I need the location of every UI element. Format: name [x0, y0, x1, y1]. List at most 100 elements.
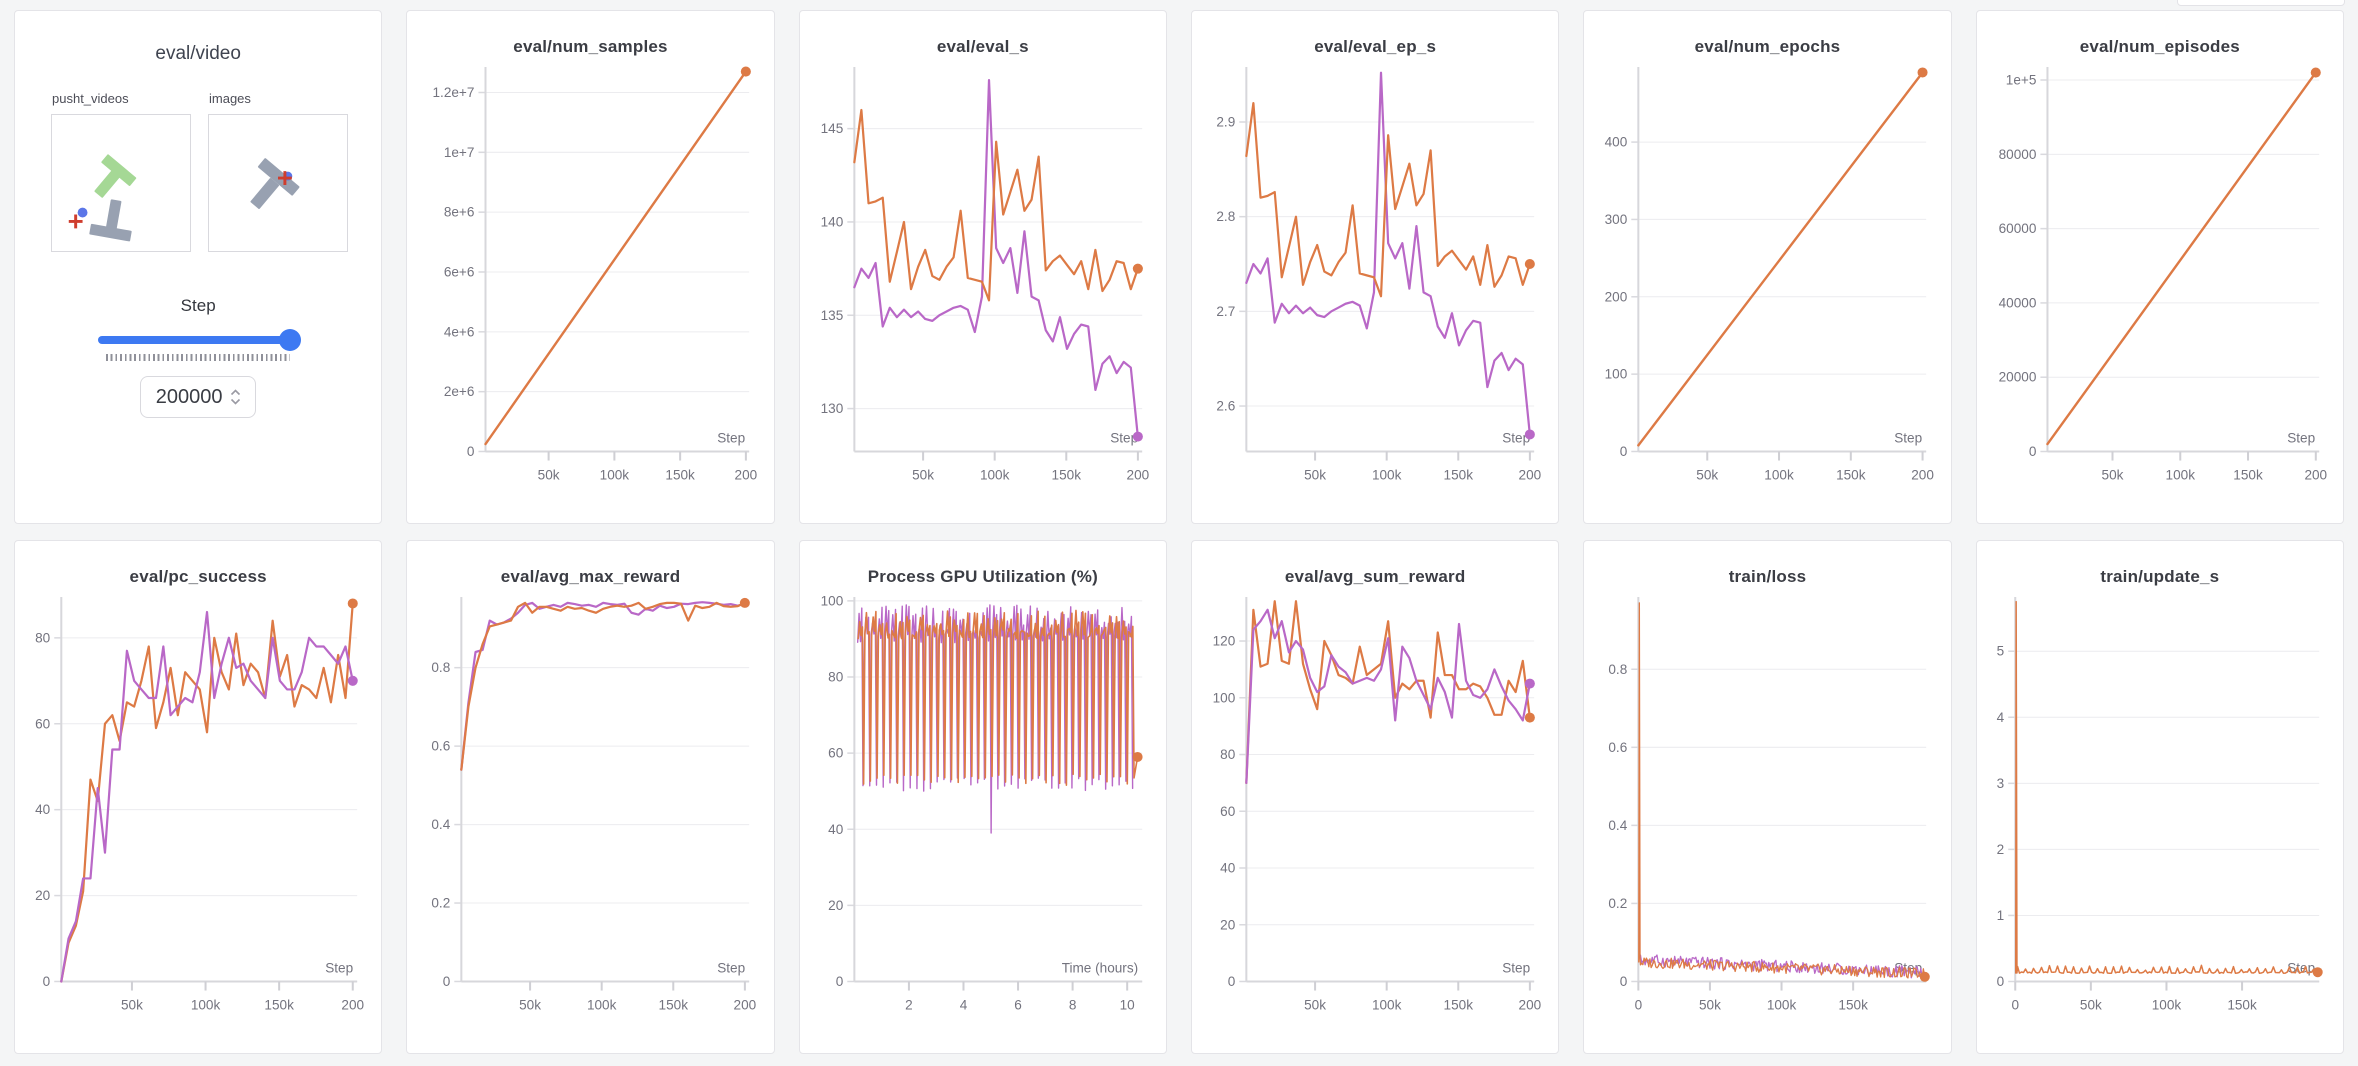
svg-text:2: 2 — [1996, 842, 2004, 857]
svg-text:150k: 150k — [1836, 468, 1866, 483]
svg-text:150k: 150k — [2233, 468, 2263, 483]
svg-text:100k: 100k — [1372, 998, 1402, 1013]
chart-plot[interactable]: 0 20 40 60 80 50k 100k 150k 200 Step — [15, 589, 381, 1028]
svg-text:0: 0 — [2028, 444, 2036, 459]
svg-text:145: 145 — [820, 121, 843, 136]
chart-title: eval/avg_max_reward — [500, 567, 681, 586]
svg-text:40: 40 — [35, 802, 51, 817]
svg-text:Step: Step — [1110, 430, 1138, 445]
green-t-block — [94, 154, 137, 198]
svg-text:100k: 100k — [2151, 998, 2181, 1013]
panel-eval-video: eval/video pusht_videos — [14, 10, 383, 524]
svg-text:150k: 150k — [1839, 998, 1869, 1013]
media-thumbnails: pusht_videos — [15, 91, 381, 252]
svg-text:Step: Step — [1895, 430, 1923, 445]
chart-plot[interactable]: 2.6 2.7 2.8 2.9 50k 100k 150k 200 Step — [1192, 59, 1558, 498]
chart-plot[interactable]: 0 2e+6 4e+6 6e+6 8e+6 1e+7 1.2e+7 50k 100k 150k 20… — [407, 59, 773, 498]
target-cross-icon — [278, 171, 292, 185]
svg-text:50k: 50k — [1304, 468, 1326, 483]
svg-text:50k: 50k — [1697, 468, 1719, 483]
chart-plot[interactable]: 0 20 40 60 80 100 120 50k 100k 150k 200 Step — [1192, 589, 1558, 1028]
svg-text:200: 200 — [1605, 289, 1628, 304]
step-slider[interactable] — [98, 329, 302, 351]
svg-text:100: 100 — [820, 593, 843, 608]
svg-text:Step: Step — [718, 430, 746, 445]
svg-text:4: 4 — [959, 998, 967, 1013]
svg-text:130: 130 — [820, 401, 843, 416]
chart-panel-eval-pc-success: eval/pc_success 0 20 40 60 80 50k 100k 150k 200 S… — [14, 540, 383, 1054]
chart-plot[interactable]: 130 135 140 145 50k 100k 150k 200 Step — [800, 59, 1166, 498]
svg-text:Step: Step — [325, 960, 353, 975]
svg-text:1e+5: 1e+5 — [2005, 73, 2036, 88]
svg-text:200: 200 — [1912, 468, 1935, 483]
svg-text:150k: 150k — [1444, 468, 1474, 483]
svg-text:0: 0 — [1228, 974, 1236, 989]
svg-text:100k: 100k — [1767, 998, 1797, 1013]
svg-text:60: 60 — [828, 746, 844, 761]
svg-text:0.8: 0.8 — [432, 660, 451, 675]
svg-text:0: 0 — [835, 974, 843, 989]
pusht-video-thumbnail[interactable] — [51, 114, 191, 252]
svg-text:10: 10 — [1119, 998, 1135, 1013]
pusht-scene-image — [68, 154, 137, 242]
svg-text:Step: Step — [2287, 960, 2315, 975]
svg-text:150k: 150k — [1444, 998, 1474, 1013]
step-value[interactable]: 200000 — [155, 385, 223, 408]
chart-plot[interactable]: 0 0.2 0.4 0.6 0.8 50k 100k 150k 200 Step — [407, 589, 773, 1028]
svg-text:1e+7: 1e+7 — [444, 145, 475, 160]
media-panel-title: eval/video — [155, 43, 241, 64]
svg-text:200: 200 — [2304, 468, 2327, 483]
svg-text:120: 120 — [1213, 634, 1236, 649]
svg-text:0.6: 0.6 — [1609, 740, 1628, 755]
svg-text:6e+6: 6e+6 — [444, 265, 475, 280]
cropped-panel-edge — [2177, 0, 2345, 6]
chevron-down-icon[interactable] — [230, 398, 241, 405]
svg-text:0: 0 — [43, 974, 51, 989]
svg-text:50k: 50k — [912, 468, 934, 483]
chevron-up-icon[interactable] — [230, 389, 241, 396]
chart-title: train/update_s — [2100, 567, 2220, 586]
svg-text:8e+6: 8e+6 — [444, 205, 475, 220]
svg-text:50k: 50k — [121, 998, 143, 1013]
svg-text:20: 20 — [35, 888, 51, 903]
gray-t-block — [89, 199, 132, 242]
svg-text:Step: Step — [1502, 960, 1530, 975]
svg-text:0.8: 0.8 — [1609, 662, 1628, 677]
chart-plot[interactable]: 0 20000 40000 60000 80000 1e+5 50k 100k 150k 200 S… — [1977, 59, 2343, 498]
svg-text:0.4: 0.4 — [432, 817, 451, 832]
images-scene-image — [250, 158, 300, 209]
svg-text:20000: 20000 — [1998, 370, 2036, 385]
slider-thumb[interactable] — [279, 329, 302, 351]
svg-text:0: 0 — [1620, 444, 1628, 459]
svg-text:1.2e+7: 1.2e+7 — [433, 85, 475, 100]
chart-plot[interactable]: 0 100 200 300 400 50k 100k 150k 200 Step — [1584, 59, 1950, 498]
svg-text:100k: 100k — [587, 998, 617, 1013]
svg-text:150k: 150k — [1051, 468, 1081, 483]
chart-plot[interactable]: 0 20 40 60 80 100 2 4 6 8 10 Time (hours) — [800, 589, 1166, 1028]
svg-text:80: 80 — [35, 630, 51, 645]
svg-text:200: 200 — [735, 468, 758, 483]
svg-text:20: 20 — [828, 898, 844, 913]
svg-text:0: 0 — [1620, 974, 1628, 989]
chart-panel-eval-num-samples: eval/num_samples 0 2e+6 4e+6 6e+6 8e+6 1e+7 1.… — [406, 10, 775, 524]
chart-plot[interactable]: 0 1 2 3 4 5 0 50k 100k 150k Step — [1977, 589, 2343, 1028]
step-value-input[interactable]: 200000 — [140, 376, 257, 418]
svg-text:0.2: 0.2 — [432, 896, 451, 911]
chart-title: eval/num_episodes — [2079, 37, 2240, 56]
svg-text:Step: Step — [2287, 430, 2315, 445]
media-caption-images: images — [209, 91, 251, 106]
svg-text:100k: 100k — [1765, 468, 1795, 483]
media-caption-pusht-videos: pusht_videos — [52, 91, 129, 106]
stepper-arrows[interactable] — [230, 389, 241, 405]
svg-text:2.9: 2.9 — [1216, 114, 1235, 129]
svg-text:100k: 100k — [191, 998, 221, 1013]
images-thumbnail[interactable] — [208, 114, 348, 252]
svg-text:6: 6 — [1014, 998, 1022, 1013]
slider-track[interactable] — [98, 336, 299, 344]
svg-text:4e+6: 4e+6 — [444, 324, 475, 339]
svg-text:140: 140 — [820, 214, 843, 229]
svg-text:200: 200 — [1519, 468, 1542, 483]
svg-text:150k: 150k — [659, 998, 689, 1013]
